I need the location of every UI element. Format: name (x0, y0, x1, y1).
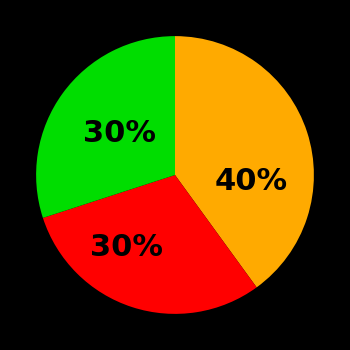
Text: 30%: 30% (90, 233, 163, 262)
Wedge shape (36, 36, 175, 218)
Text: 40%: 40% (215, 167, 288, 196)
Wedge shape (175, 36, 314, 287)
Text: 30%: 30% (83, 119, 156, 148)
Wedge shape (43, 175, 257, 314)
